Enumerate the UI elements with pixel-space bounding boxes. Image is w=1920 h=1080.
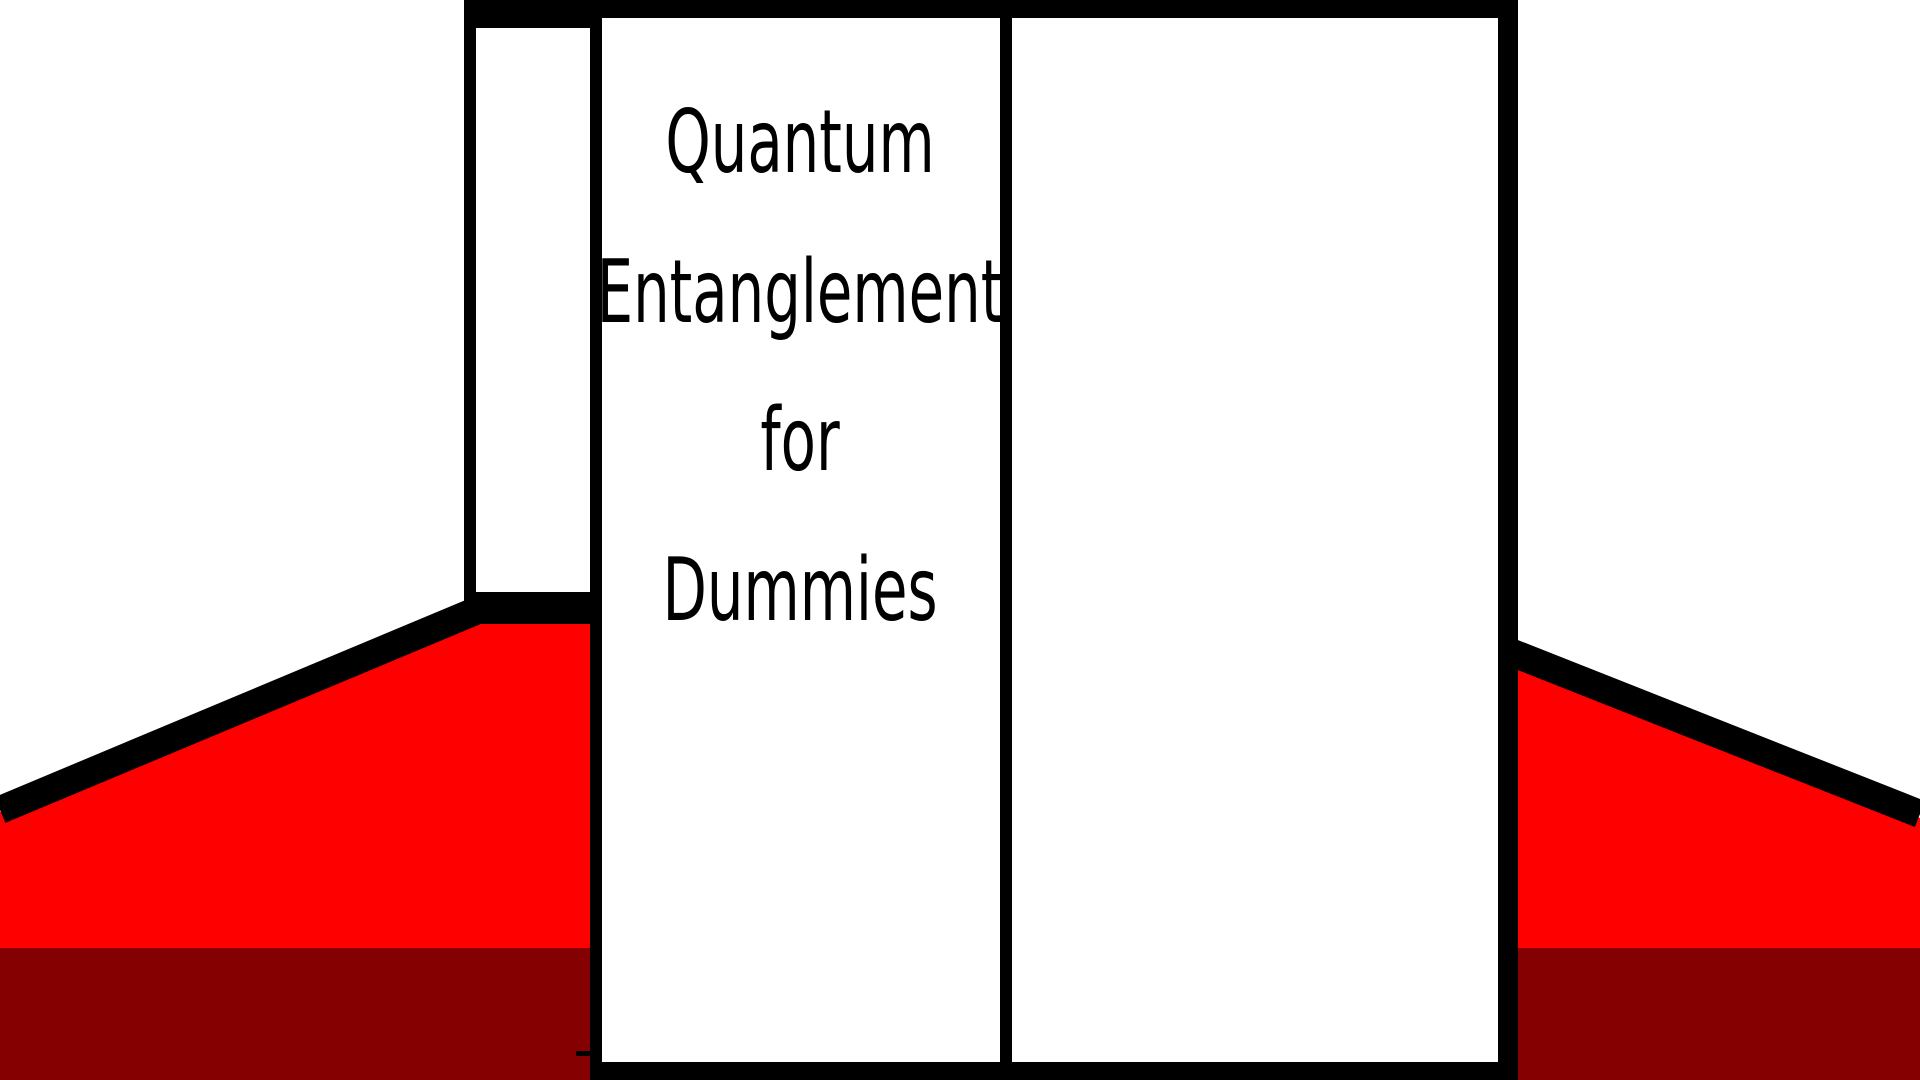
book-title-line-2: Entanglement	[597, 242, 1004, 343]
book-title: Quantum Entanglement for Dummies	[597, 92, 1004, 641]
red-surface-right	[1494, 634, 1920, 1080]
red-surface-left-dark	[0, 948, 600, 1080]
book-speck	[576, 1051, 590, 1056]
red-surface-right-light	[1500, 652, 1920, 948]
book-title-line-4: Dummies	[662, 540, 937, 641]
book-back-cover	[464, 0, 606, 618]
book-title-line-3: for	[760, 390, 840, 491]
book-left-page	[590, 6, 1012, 1078]
book-spine	[1000, 12, 1012, 1072]
red-surface-left-light	[0, 612, 600, 948]
red-surface-left	[0, 596, 600, 1080]
red-surface-right-dark	[1500, 948, 1920, 1080]
book-right-page	[1000, 6, 1512, 1078]
book-title-line-1: Quantum	[665, 92, 934, 193]
red-surface-right-outline	[1494, 634, 1920, 828]
open-book: Quantum Entanglement for Dummies	[590, 0, 1518, 1080]
book-bottom-edge	[590, 1062, 1518, 1080]
book-top-edge	[590, 0, 1514, 16]
book-right-edge	[1498, 0, 1518, 1080]
